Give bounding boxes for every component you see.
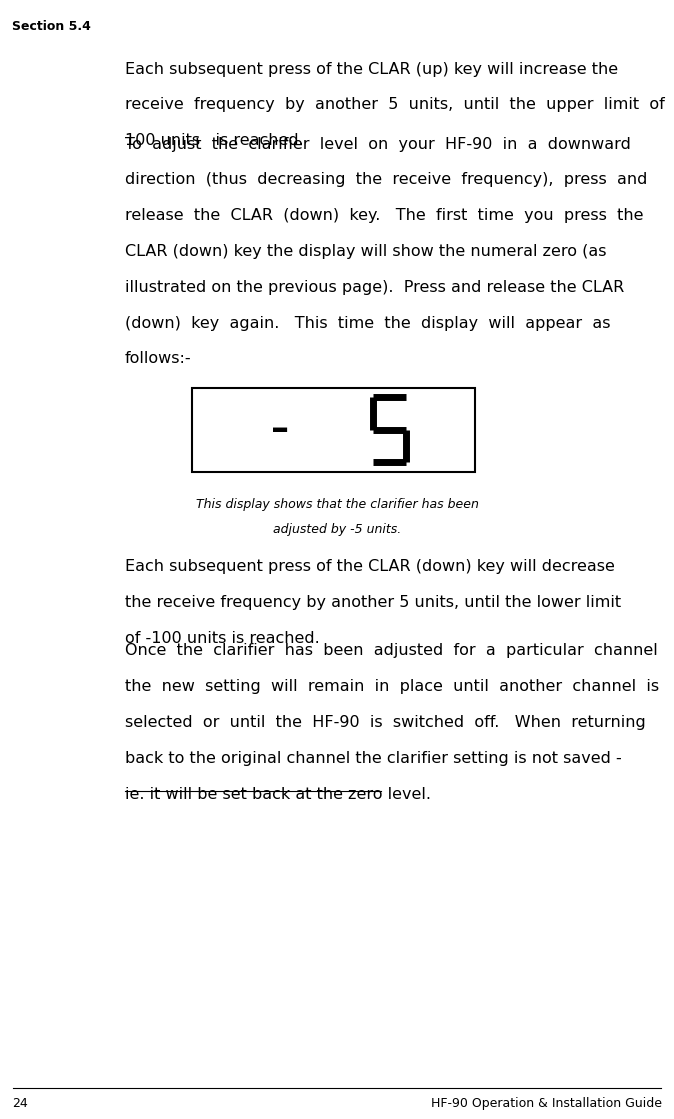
Text: ie. it will be set back at the zero level.: ie. it will be set back at the zero leve… bbox=[125, 787, 431, 801]
Text: of -100 units is reached.: of -100 units is reached. bbox=[125, 631, 319, 646]
Text: 100 units   is reached.: 100 units is reached. bbox=[125, 133, 303, 148]
Text: selected  or  until  the  HF-90  is  switched  off.   When  returning: selected or until the HF-90 is switched … bbox=[125, 715, 646, 730]
Text: Once  the  clarifier  has  been  adjusted  for  a  particular  channel: Once the clarifier has been adjusted for… bbox=[125, 643, 657, 658]
Text: CLAR (down) key the display will show the numeral zero (as: CLAR (down) key the display will show th… bbox=[125, 244, 606, 258]
Text: adjusted by -5 units.: adjusted by -5 units. bbox=[273, 523, 401, 536]
Text: back to the original channel the clarifier setting is not saved -: back to the original channel the clarifi… bbox=[125, 751, 621, 765]
Text: Each subsequent press of the CLAR (up) key will increase the: Each subsequent press of the CLAR (up) k… bbox=[125, 62, 618, 76]
Text: This display shows that the clarifier has been: This display shows that the clarifier ha… bbox=[195, 498, 479, 511]
Text: (down)  key  again.   This  time  the  display  will  appear  as: (down) key again. This time the display … bbox=[125, 316, 610, 330]
Text: follows:-: follows:- bbox=[125, 351, 191, 366]
Text: HF-90 Operation & Installation Guide: HF-90 Operation & Installation Guide bbox=[431, 1097, 662, 1110]
Text: direction  (thus  decreasing  the  receive  frequency),  press  and: direction (thus decreasing the receive f… bbox=[125, 172, 647, 187]
Text: the  new  setting  will  remain  in  place  until  another  channel  is: the new setting will remain in place unt… bbox=[125, 679, 658, 694]
Text: Section 5.4: Section 5.4 bbox=[12, 20, 91, 34]
Text: receive  frequency  by  another  5  units,  until  the  upper  limit  of: receive frequency by another 5 units, un… bbox=[125, 97, 665, 112]
Text: –: – bbox=[271, 413, 288, 446]
Text: the receive frequency by another 5 units, until the lower limit: the receive frequency by another 5 units… bbox=[125, 595, 621, 610]
FancyBboxPatch shape bbox=[192, 388, 475, 472]
Text: 24: 24 bbox=[12, 1097, 28, 1110]
Text: Each subsequent press of the CLAR (down) key will decrease: Each subsequent press of the CLAR (down)… bbox=[125, 560, 615, 574]
Text: illustrated on the previous page).  Press and release the CLAR: illustrated on the previous page). Press… bbox=[125, 280, 624, 294]
Text: To  adjust  the  clarifier  level  on  your  HF-90  in  a  downward: To adjust the clarifier level on your HF… bbox=[125, 137, 631, 151]
Text: release  the  CLAR  (down)  key.   The  first  time  you  press  the: release the CLAR (down) key. The first t… bbox=[125, 208, 643, 223]
